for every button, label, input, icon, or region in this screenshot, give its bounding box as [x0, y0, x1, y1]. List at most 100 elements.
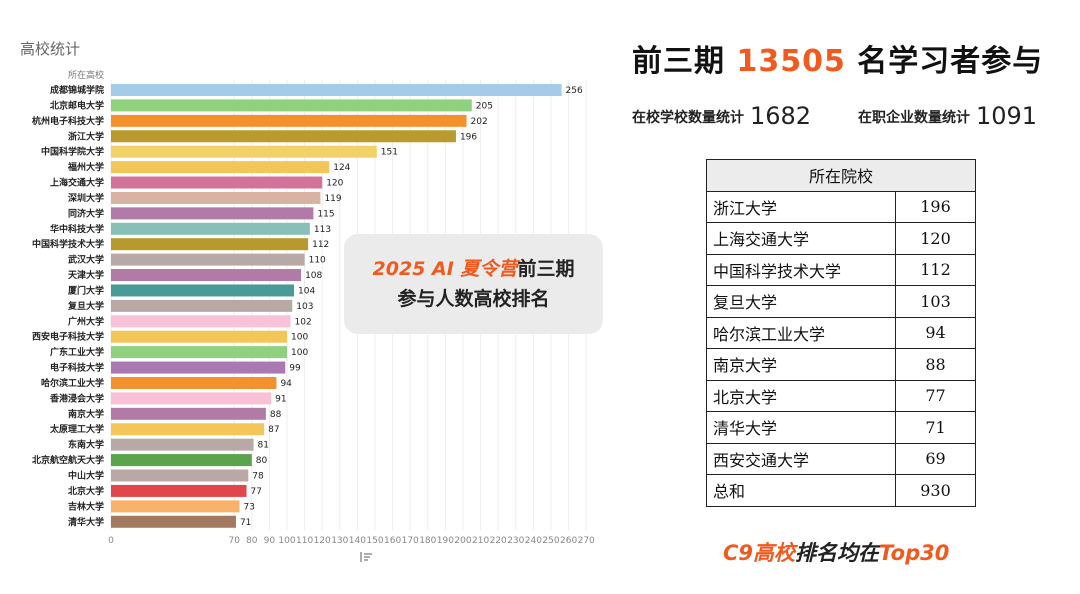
- company-count-stat: 在职企业数量统计 1091: [858, 100, 1037, 130]
- data-label: 202: [471, 117, 488, 127]
- category-label: 东南大学: [68, 439, 104, 451]
- bar: [111, 407, 266, 420]
- bar: [111, 145, 377, 158]
- category-label: 中山大学: [68, 470, 104, 482]
- bar: [111, 222, 310, 235]
- table-header: 所在院校: [706, 159, 976, 192]
- data-label: 77: [251, 487, 262, 497]
- data-label: 205: [476, 101, 493, 111]
- bar: [111, 84, 562, 96]
- x-tick-label: 140: [349, 536, 366, 546]
- bar: [111, 238, 309, 251]
- category-header: 所在高校: [68, 69, 104, 81]
- bar: [111, 423, 265, 436]
- data-label: 81: [258, 441, 269, 451]
- table-row: 浙江大学 196: [706, 190, 976, 223]
- category-label: 浙江大学: [68, 130, 104, 142]
- category-label: 同济大学: [68, 207, 104, 219]
- category-label: 深圳大学: [68, 192, 104, 204]
- table-row: 总和 930: [706, 474, 976, 507]
- bar: [111, 484, 247, 497]
- data-label: 73: [243, 502, 254, 512]
- data-label: 120: [326, 179, 343, 189]
- x-tick-label: 120: [314, 536, 331, 546]
- data-label: 196: [460, 132, 477, 142]
- category-label: 中国科学技术大学: [32, 238, 104, 250]
- bar: [111, 191, 321, 204]
- data-label: 112: [312, 240, 329, 250]
- table-row: 中国科学技术大学 112: [706, 253, 976, 286]
- data-label: 100: [291, 348, 308, 358]
- data-label: 103: [296, 302, 313, 312]
- table-row: 南京大学 88: [706, 348, 976, 381]
- data-label: 102: [295, 317, 312, 327]
- table-row: 北京大学 77: [706, 379, 976, 412]
- sort-icon[interactable]: [360, 552, 372, 562]
- table-cell-school: 上海交通大学: [706, 222, 896, 255]
- table-cell-count: 94: [895, 316, 976, 349]
- table-cell-school: 中国科学技术大学: [706, 253, 896, 286]
- category-label: 北京大学: [68, 485, 104, 497]
- headline: 前三期 13505 名学习者参与: [632, 36, 1043, 80]
- category-label: 吉林大学: [68, 500, 104, 512]
- bar: [111, 361, 286, 374]
- x-tick-label: 180: [419, 536, 436, 546]
- headline-suffix: 名学习者参与: [845, 44, 1044, 79]
- footer-highlight: C9高校: [723, 541, 796, 565]
- bar: [111, 176, 323, 189]
- category-label: 武汉大学: [68, 254, 104, 266]
- category-label: 北京航空航天大学: [32, 454, 104, 466]
- table-cell-school: 北京大学: [706, 379, 896, 412]
- x-tick-label: 90: [264, 536, 276, 546]
- x-tick-label: 260: [560, 536, 577, 546]
- bar: [111, 376, 277, 389]
- table-row: 上海交通大学 120: [706, 222, 976, 255]
- x-tick-label: 250: [542, 536, 559, 546]
- x-tick-label: 0: [108, 536, 114, 546]
- data-label: 115: [317, 209, 334, 219]
- x-tick-label: 190: [437, 536, 454, 546]
- bar: [111, 207, 314, 220]
- category-label: 上海交通大学: [50, 177, 104, 189]
- x-tick-label: 270: [578, 536, 595, 546]
- chart-title: 高校统计: [20, 40, 81, 58]
- school-count-value: 1682: [750, 102, 812, 130]
- data-label: 151: [381, 148, 398, 158]
- data-label: 108: [305, 271, 322, 281]
- data-label: 94: [280, 379, 292, 389]
- category-label: 西安电子科技大学: [32, 331, 104, 343]
- x-tick-label: 70: [228, 536, 240, 546]
- x-tick-label: 210: [472, 536, 489, 546]
- bar: [111, 392, 272, 405]
- table-cell-school: 清华大学: [706, 411, 896, 444]
- x-tick-label: 80: [246, 536, 258, 546]
- table-cell-count: 88: [895, 348, 976, 381]
- headline-number: 13505: [736, 44, 846, 79]
- bar: [111, 315, 291, 328]
- category-label: 太原理工大学: [49, 423, 104, 435]
- bar: [111, 284, 295, 297]
- category-label: 华中科技大学: [50, 223, 104, 235]
- category-label: 北京邮电大学: [50, 99, 104, 111]
- x-tick-label: 220: [490, 536, 507, 546]
- school-count-label: 在校学校数量统计: [632, 110, 744, 126]
- table-cell-count: 120: [895, 222, 976, 255]
- bar: [111, 161, 330, 174]
- bar-chart: 0 70 80 90 100 110 120 130 140 150 160 170 180 190 200…: [32, 69, 595, 562]
- data-label: 124: [333, 163, 350, 173]
- callout-rest: 前三期: [517, 258, 575, 280]
- table-row: 复旦大学 103: [706, 285, 976, 318]
- data-label: 113: [314, 225, 331, 235]
- headline-prefix: 前三期: [632, 44, 737, 79]
- callout-line-1: 2025 AI 夏令营前三期: [344, 254, 603, 284]
- x-tick-label: 230: [507, 536, 524, 546]
- table-cell-count: 930: [895, 474, 976, 507]
- data-label: 100: [291, 333, 308, 343]
- x-tick-label: 100: [278, 536, 295, 546]
- table-row: 西安交通大学 69: [706, 442, 976, 475]
- x-tick-label: 200: [454, 536, 471, 546]
- x-tick-label: 240: [525, 536, 542, 546]
- table-cell-school: 南京大学: [706, 348, 896, 381]
- category-label: 福州大学: [67, 161, 104, 173]
- data-label: 87: [268, 425, 279, 435]
